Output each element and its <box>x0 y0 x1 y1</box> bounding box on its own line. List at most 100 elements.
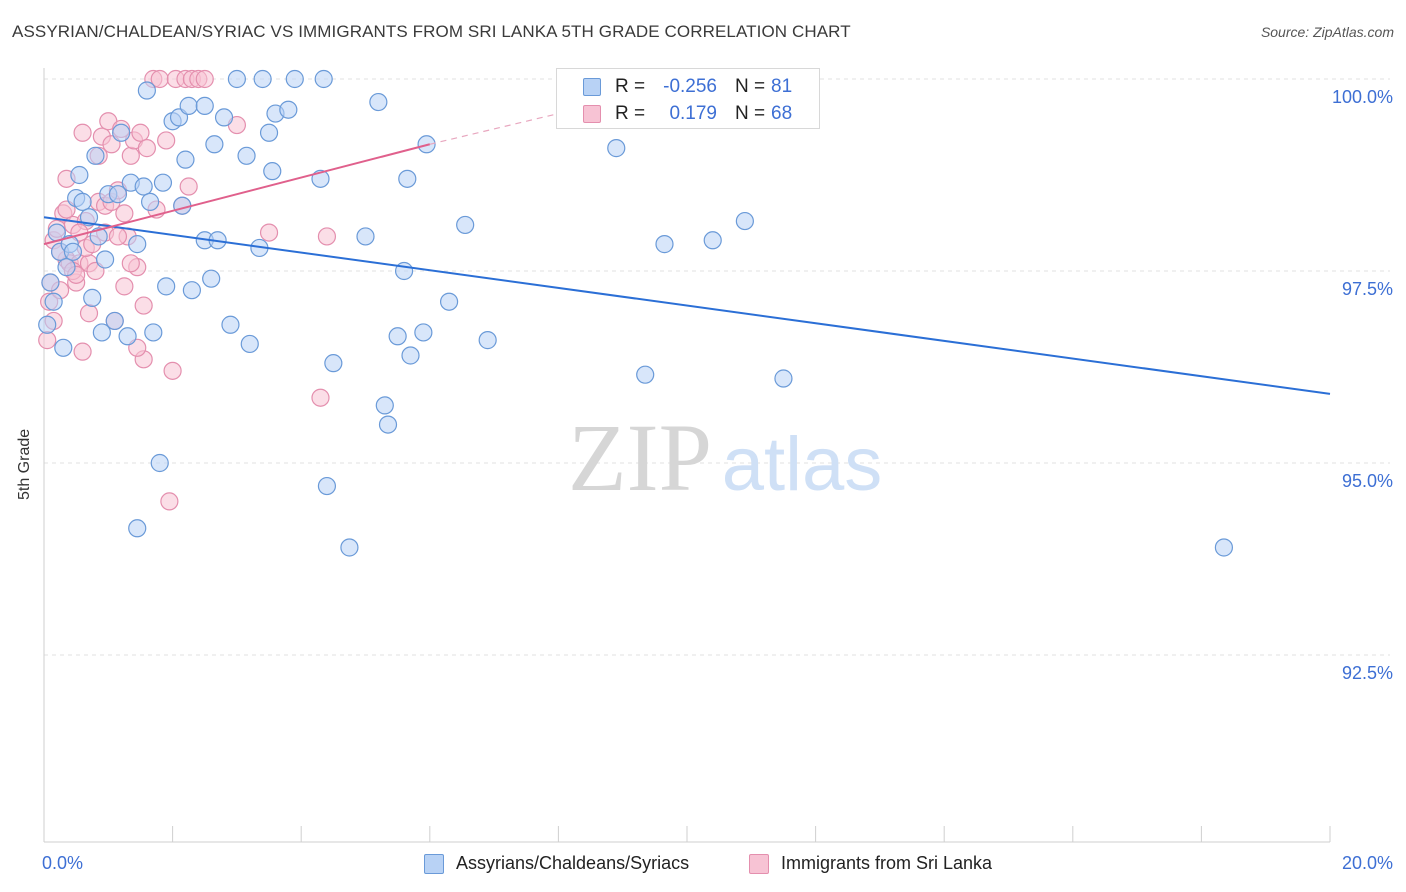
data-point-assyrian <box>79 208 99 227</box>
data-point-assyrian <box>73 192 92 211</box>
data-point-assyrian <box>1214 538 1234 557</box>
data-point-assyrian <box>478 331 497 350</box>
legend-n-label: N = <box>735 103 766 124</box>
data-point-assyrian <box>63 242 83 261</box>
data-point-assyrian <box>176 150 195 169</box>
trend-line-assyrian <box>43 216 1331 395</box>
data-point-assyrian <box>89 227 108 246</box>
data-point-sri-lanka <box>79 304 99 323</box>
data-point-sri-lanka <box>73 123 92 142</box>
data-point-assyrian <box>173 196 192 215</box>
x-tick-label-left: 0.0% <box>42 853 83 873</box>
data-point-sri-lanka <box>73 342 92 361</box>
data-point-assyrian <box>38 315 57 334</box>
data-point-assyrian <box>140 192 160 211</box>
data-point-assyrian <box>378 415 398 434</box>
data-point-assyrian <box>134 177 153 196</box>
source-credit: Source: ZipAtlas.com <box>1260 24 1394 40</box>
data-point-assyrian <box>401 346 420 365</box>
data-point-assyrian <box>375 396 394 415</box>
legend-row-sri-lanka: R = 0.179 N = 68 <box>557 101 819 127</box>
legend-row-assyrian: R = -0.256 N = 81 <box>557 74 819 100</box>
data-point-sri-lanka <box>157 131 176 150</box>
data-point-assyrian <box>253 69 272 89</box>
legend-swatch-pink <box>749 854 769 874</box>
data-point-assyrian <box>340 538 359 557</box>
data-point-assyrian <box>86 146 105 165</box>
data-point-assyrian <box>128 519 147 538</box>
x-tick-label-right: 20.0% <box>1342 853 1393 873</box>
watermark-zip: ZIP <box>568 404 712 511</box>
legend-r-label: R = <box>615 103 646 124</box>
data-point-assyrian <box>456 215 475 235</box>
data-point-assyrian <box>179 96 198 115</box>
data-point-assyrian <box>44 292 63 311</box>
legend-r-value: 0.179 <box>669 103 717 124</box>
data-point-assyrian <box>439 292 459 311</box>
legend-swatch-blue <box>583 78 601 96</box>
data-point-assyrian <box>388 327 407 346</box>
data-point-assyrian <box>607 139 626 158</box>
y-tick-label: 100.0% <box>1332 87 1393 107</box>
data-point-sri-lanka <box>108 227 128 246</box>
data-point-assyrian <box>237 146 256 165</box>
data-point-sri-lanka <box>259 223 279 242</box>
chart-title: ASSYRIAN/CHALDEAN/SYRIAC VS IMMIGRANTS F… <box>12 22 851 41</box>
correlation-legend: R = -0.256 N = 81 R = 0.179 N = 68 <box>556 68 820 129</box>
data-point-sri-lanka <box>137 139 156 158</box>
data-point-sri-lanka <box>115 277 134 296</box>
data-point-assyrian <box>153 173 173 192</box>
data-point-assyrian <box>317 476 337 496</box>
data-point-assyrian <box>774 369 793 388</box>
legend-n-value: 68 <box>771 103 793 124</box>
data-point-assyrian <box>118 327 137 346</box>
data-point-assyrian <box>221 315 240 334</box>
y-tick-label: 95.0% <box>1342 471 1393 491</box>
y-tick-labels: 100.0% 97.5% 95.0% 92.5% <box>1332 87 1393 683</box>
data-point-sri-lanka <box>121 146 140 165</box>
data-point-assyrian <box>314 69 333 89</box>
axes <box>43 68 1331 843</box>
watermark: ZIP atlas <box>568 404 882 511</box>
data-point-assyrian <box>279 100 298 119</box>
data-point-sri-lanka <box>121 254 140 273</box>
data-point-sri-lanka <box>179 177 198 196</box>
y-tick-label: 92.5% <box>1342 663 1393 683</box>
data-point-assyrian <box>369 92 388 112</box>
trend-lines <box>43 97 1331 395</box>
data-point-assyrian <box>285 69 304 89</box>
data-point-assyrian <box>655 235 674 254</box>
data-point-sri-lanka <box>311 388 330 407</box>
legend-label-sri-lanka: Immigrants from Sri Lanka <box>781 853 993 873</box>
data-point-sri-lanka <box>134 296 153 315</box>
data-point-assyrian <box>41 273 60 292</box>
data-point-assyrian <box>202 269 221 288</box>
data-point-assyrian <box>108 185 128 204</box>
data-point-assyrian <box>112 123 131 142</box>
data-point-assyrian <box>144 323 163 342</box>
data-point-assyrian <box>259 123 279 142</box>
series-legend: Assyrians/Chaldeans/Syriacs Immigrants f… <box>0 852 1406 876</box>
y-tick-label: 97.5% <box>1342 279 1393 299</box>
data-point-assyrian <box>157 277 176 296</box>
legend-n-value: 81 <box>771 76 793 97</box>
legend-swatch-pink <box>583 105 601 123</box>
legend-r-label: R = <box>615 76 646 97</box>
data-point-assyrian <box>324 354 343 373</box>
data-point-assyrian <box>398 169 417 188</box>
data-point-assyrian <box>195 96 214 115</box>
data-point-assyrian <box>128 235 147 254</box>
data-point-assyrian <box>735 211 754 231</box>
data-point-assyrian <box>92 323 111 342</box>
data-point-assyrian <box>54 338 73 357</box>
x-tick-labels: 0.0% 20.0% <box>42 853 1393 873</box>
trend-line-sri-lanka <box>43 143 431 246</box>
data-point-assyrian <box>703 231 722 250</box>
data-point-sri-lanka <box>160 492 179 511</box>
data-point-sri-lanka <box>163 361 182 380</box>
data-point-assyrian <box>182 281 201 300</box>
data-point-assyrian <box>356 227 375 246</box>
data-point-assyrian <box>95 250 115 269</box>
legend-r-value: -0.256 <box>663 76 717 97</box>
